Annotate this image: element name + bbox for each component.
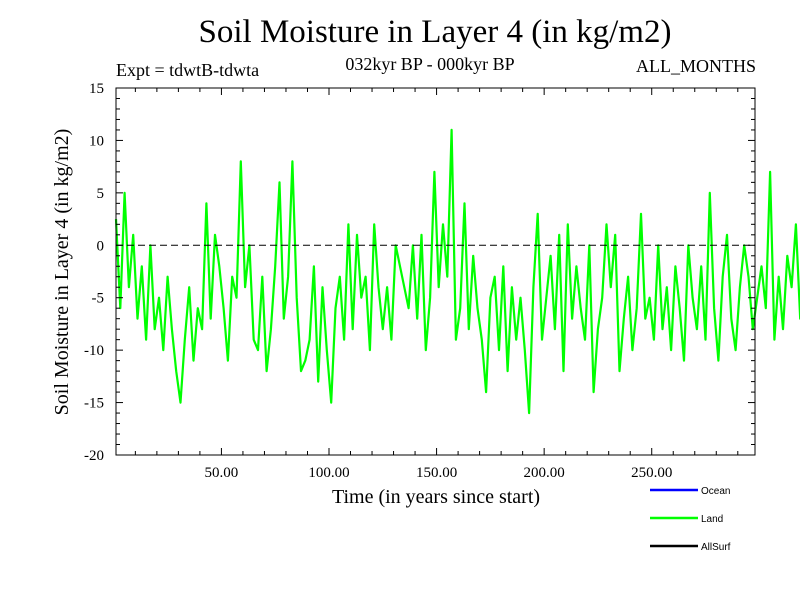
chart-title: Soil Moisture in Layer 4 (in kg/m2) xyxy=(198,14,672,50)
x-axis-label: Time (in years since start) xyxy=(332,486,540,508)
y-tick-label: 10 xyxy=(89,133,104,149)
plot-frame xyxy=(115,87,756,456)
legend-label-ocean: Ocean xyxy=(701,486,730,497)
legend-label-allsurf: AllSurf xyxy=(701,542,731,553)
y-axis-label: Soil Moisture in Layer 4 (in kg/m2) xyxy=(51,129,73,416)
plot-area xyxy=(114,128,800,415)
period-label: 032kyr BP - 000kyr BP xyxy=(345,54,515,74)
legend-label-land: Land xyxy=(701,514,723,525)
y-tick-label: -5 xyxy=(92,291,105,307)
y-tick-label: 5 xyxy=(97,186,105,202)
legend: Ocean Land AllSurf xyxy=(650,486,731,553)
y-tick-label: 15 xyxy=(89,81,104,97)
y-tick-label: 0 xyxy=(97,238,105,254)
x-tick-label: 50.00 xyxy=(205,465,239,481)
series-line-land xyxy=(114,128,800,415)
x-tick-label: 250.00 xyxy=(631,465,672,481)
x-tick-label: 200.00 xyxy=(524,465,565,481)
y-tick-label: -10 xyxy=(84,343,104,359)
y-tick-label: -15 xyxy=(84,396,104,412)
x-tick-label: 150.00 xyxy=(416,465,457,481)
experiment-label: Expt = tdwtB-tdwta xyxy=(116,60,260,80)
axes: 15 10 5 0 -5 -10 -15 -20 50.00 100.00 150.00 200.00… xyxy=(51,81,756,508)
x-tick-label: 100.00 xyxy=(308,465,349,481)
y-tick-label: -20 xyxy=(84,448,104,464)
season-label: ALL_MONTHS xyxy=(636,56,756,76)
